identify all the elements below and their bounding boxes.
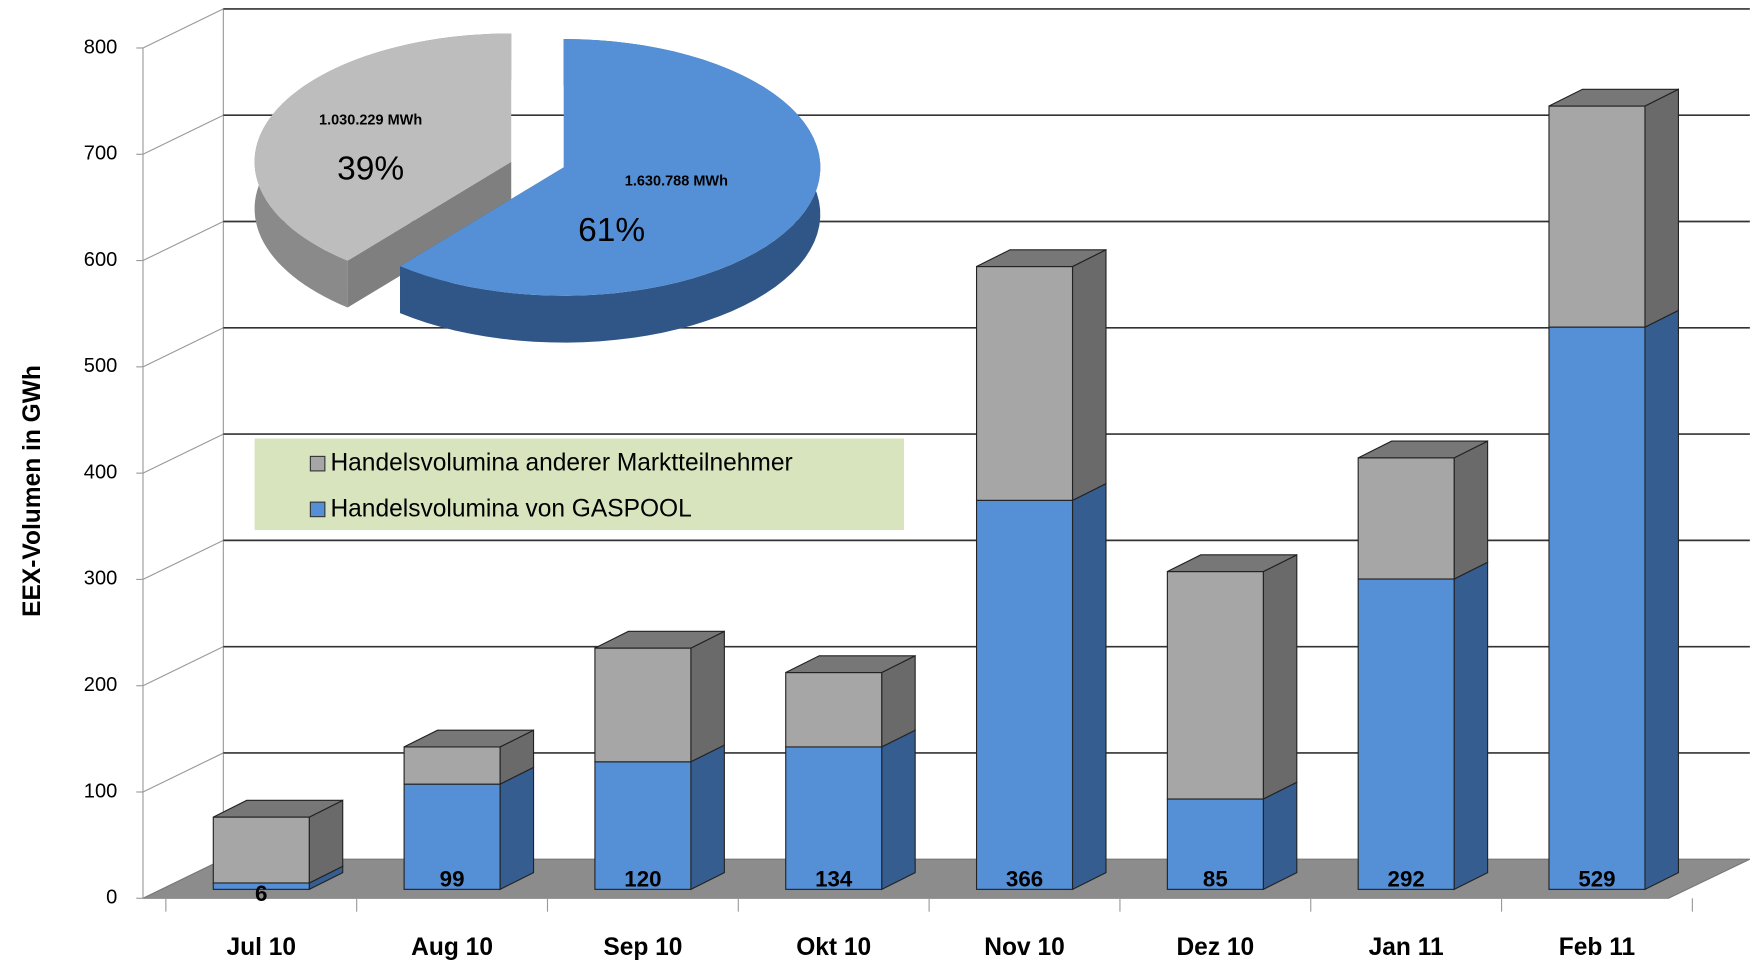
grid-line-depth — [142, 220, 224, 262]
pie-slice — [400, 39, 821, 296]
data-label: 99 — [440, 866, 465, 891]
bar-side — [1262, 553, 1298, 800]
y-tick-label: 0 — [106, 887, 117, 909]
bar-side — [881, 729, 916, 891]
bar-side — [1071, 482, 1107, 891]
bar-side — [1262, 781, 1298, 891]
bar-side — [1071, 248, 1107, 502]
pie-slice — [254, 33, 512, 261]
bar-side — [499, 766, 535, 891]
x-tick-label: Jul 10 — [226, 934, 296, 961]
pie-side — [400, 39, 821, 343]
pie-percent-label: 39% — [337, 151, 404, 188]
bar-top — [403, 729, 534, 748]
legend-label: Handelsvolumina anderer Marktteilnehmer — [330, 450, 792, 477]
bar — [1166, 798, 1264, 890]
y-axis-title: EEX-Volumen in GWh — [19, 365, 46, 617]
bar — [1166, 570, 1264, 800]
pie-cut — [347, 161, 512, 308]
legend-label: Handelsvolumina von GASPOOL — [330, 495, 691, 522]
bar-side — [690, 744, 725, 891]
bar-side — [1644, 309, 1679, 891]
bar — [975, 499, 1074, 890]
y-tick-label: 300 — [84, 568, 118, 590]
bar — [212, 816, 310, 884]
data-label: 6 — [255, 881, 267, 906]
y-tick-label: 400 — [84, 461, 118, 483]
x-tick-label: Okt 10 — [796, 934, 871, 961]
pie-amount-label: 1.630.788 MWh — [625, 174, 728, 190]
bar — [1357, 578, 1455, 890]
data-label: 366 — [1006, 866, 1043, 891]
y-tick-label: 800 — [84, 36, 118, 58]
y-tick-label: 700 — [84, 143, 118, 165]
legend-swatch — [309, 501, 326, 518]
x-tick-label: Dez 10 — [1176, 934, 1254, 961]
bar — [594, 761, 692, 890]
bar — [785, 746, 883, 890]
data-label: 120 — [624, 866, 661, 891]
grid-line-depth — [142, 752, 224, 793]
bar — [594, 647, 692, 763]
bar-top — [1548, 88, 1679, 107]
bar-top — [594, 630, 725, 649]
bar-side — [1644, 88, 1679, 328]
bar — [1357, 457, 1455, 580]
x-tick-label: Sep 10 — [603, 934, 682, 961]
bar-side — [690, 630, 725, 763]
bar-top — [785, 655, 916, 674]
bar — [1548, 326, 1646, 890]
legend-swatch — [309, 455, 326, 472]
bar-top — [1357, 440, 1488, 459]
y-tick-label: 100 — [84, 780, 118, 802]
bar — [1548, 105, 1646, 328]
data-label: 85 — [1203, 866, 1228, 891]
y-tick-label: 200 — [84, 674, 118, 696]
pie-amount-label: 1.030.229 MWh — [319, 112, 422, 128]
floor — [142, 858, 1750, 899]
pie-percent-label: 61% — [578, 212, 645, 249]
bar — [785, 671, 883, 748]
y-tick-label: 600 — [84, 249, 118, 271]
bar-top — [976, 249, 1107, 268]
grid-line-depth — [142, 539, 224, 580]
bar-side — [1453, 561, 1489, 891]
data-label: 292 — [1388, 866, 1425, 891]
x-tick-label: Jan 11 — [1369, 934, 1444, 961]
legend-box — [254, 438, 905, 531]
x-tick-label: Aug 10 — [411, 934, 493, 961]
bar — [403, 746, 501, 785]
x-tick-label: Nov 10 — [984, 934, 1064, 961]
data-label: 529 — [1578, 866, 1615, 891]
bar — [975, 265, 1074, 501]
bar-top — [213, 799, 343, 818]
bar-top — [1167, 554, 1298, 573]
grid-line-depth — [142, 646, 224, 687]
x-tick-label: Feb 11 — [1559, 934, 1635, 961]
data-label: 134 — [815, 866, 853, 891]
grid-line-depth — [142, 327, 224, 368]
grid-line-depth — [142, 8, 224, 49]
bar-side — [1453, 440, 1489, 580]
grid-line-depth — [142, 433, 224, 474]
y-tick-label: 500 — [84, 355, 118, 377]
grid-line-depth — [142, 114, 224, 155]
